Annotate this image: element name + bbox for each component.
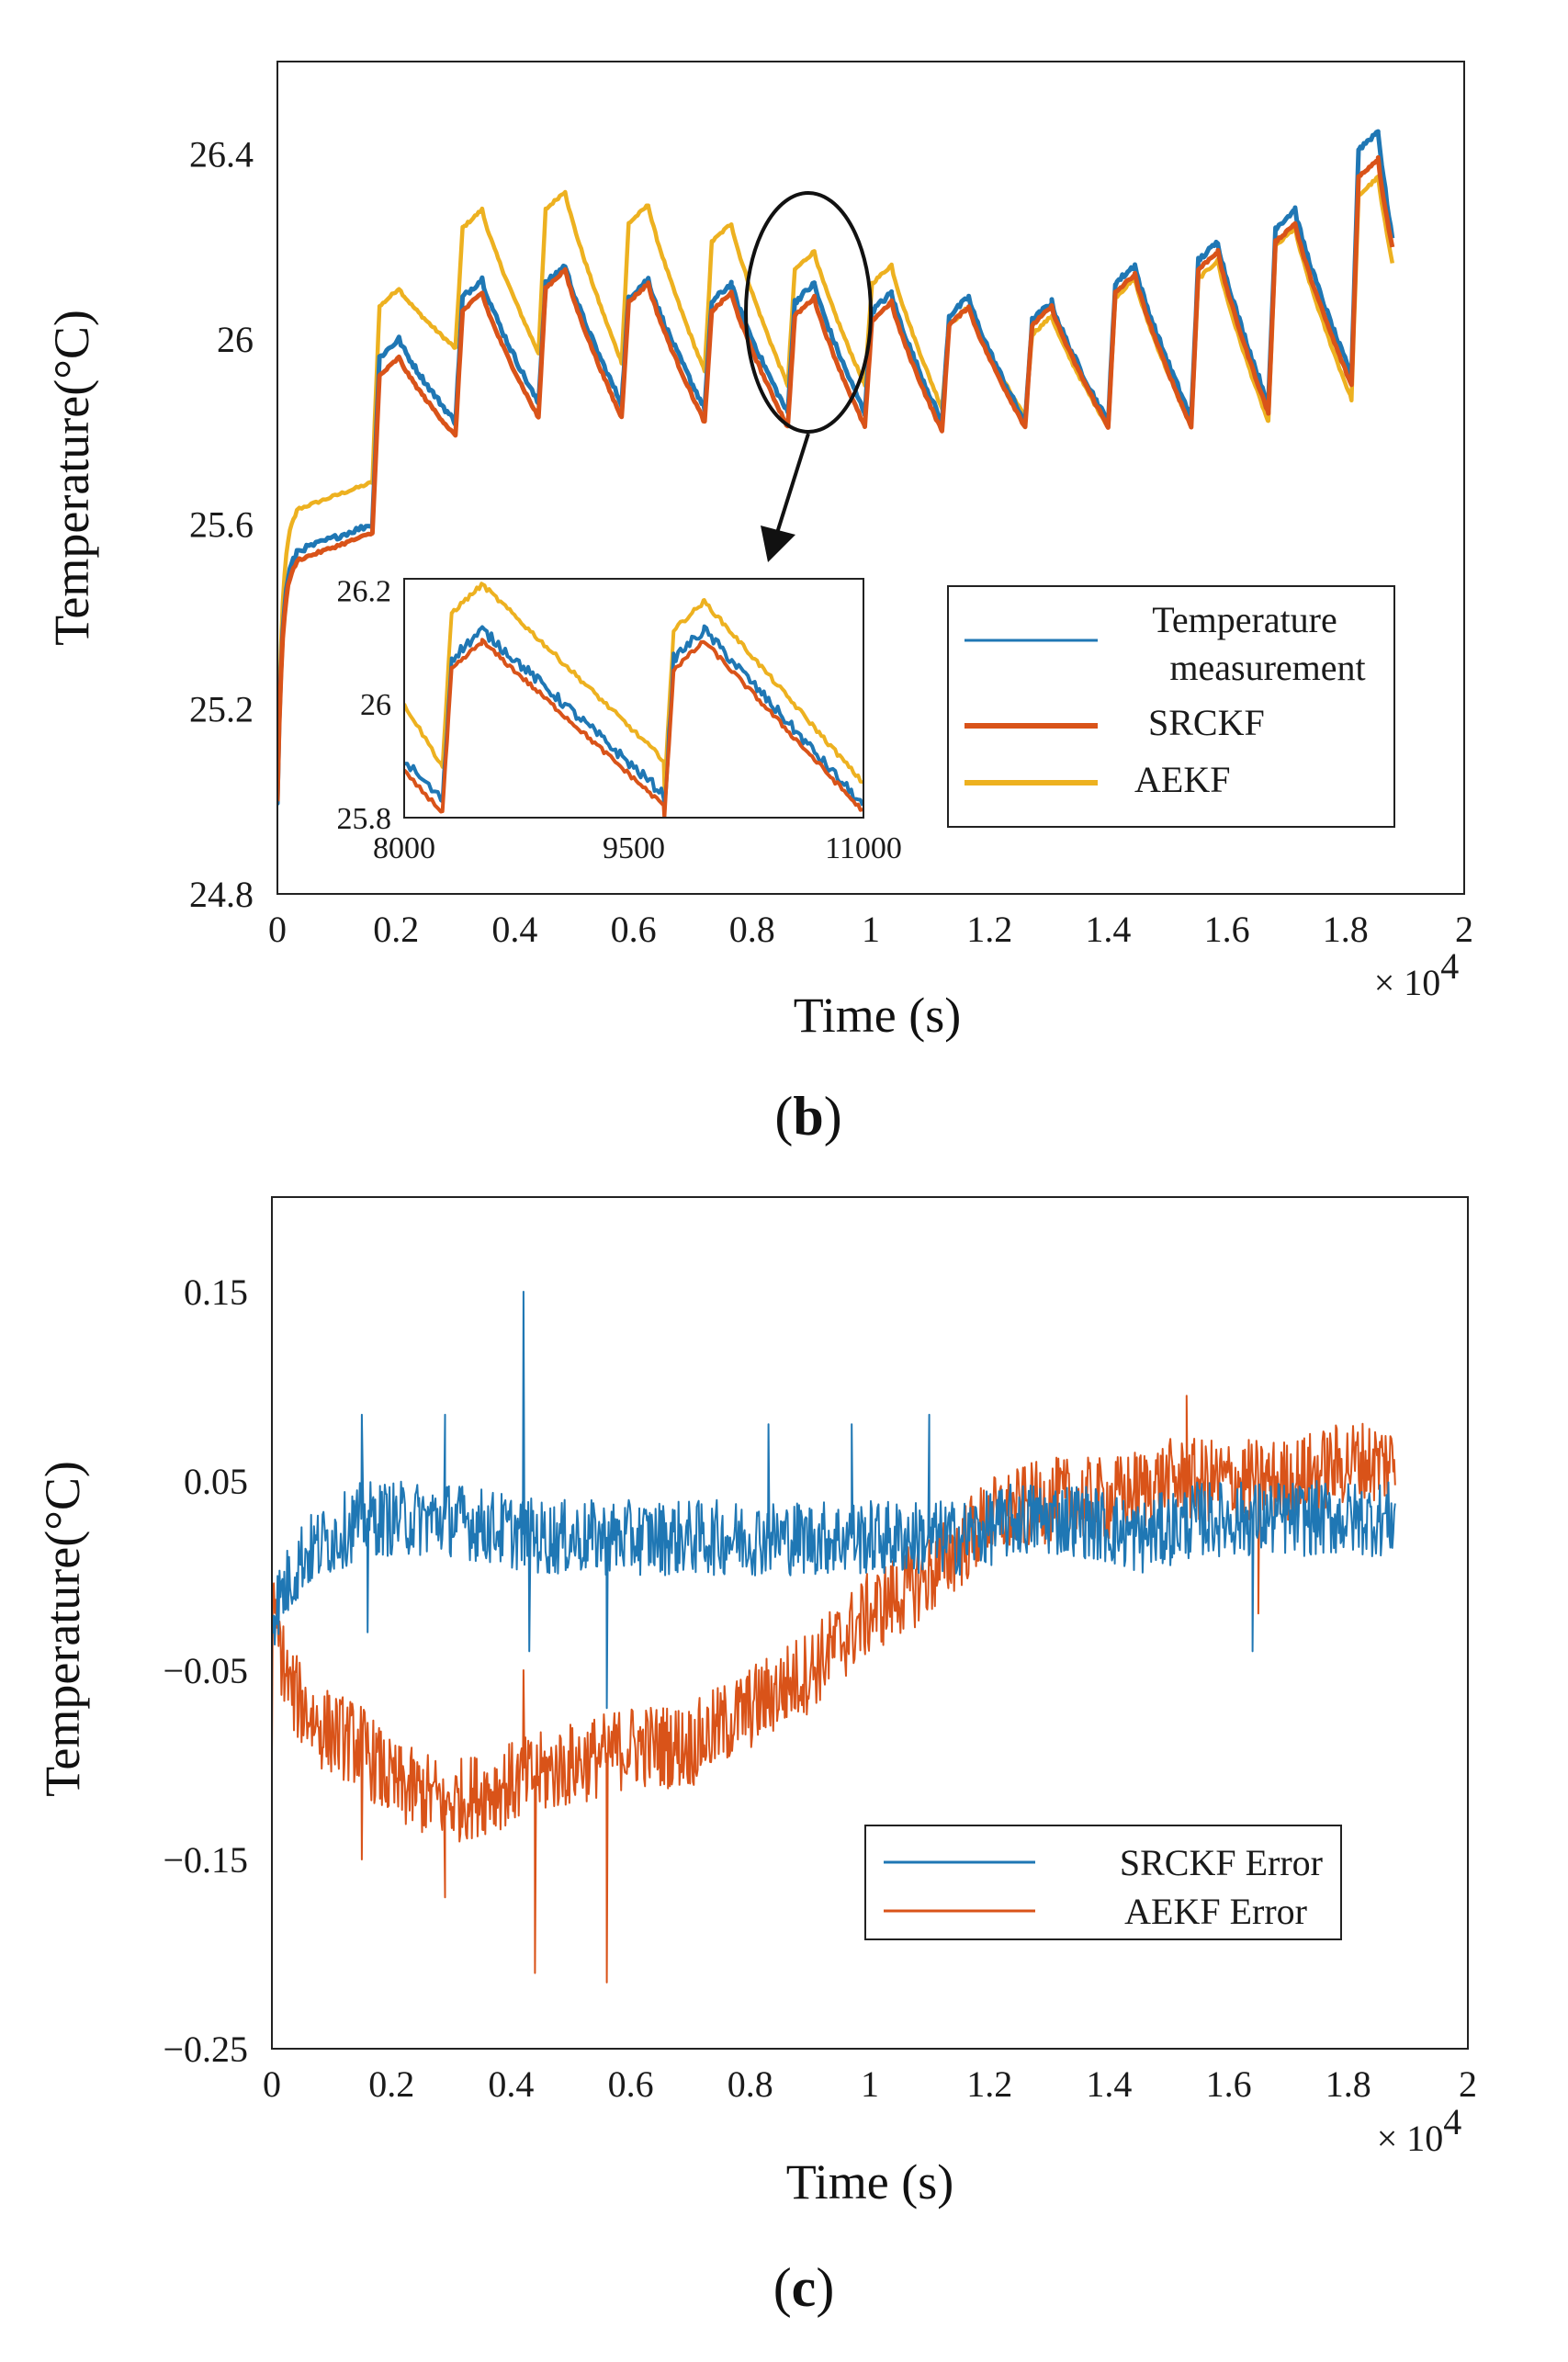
inset-y-tick-1: 26	[360, 688, 391, 722]
legend-b-label-measurement-line2: measurement	[1169, 647, 1365, 688]
panel-b-x-tick-2: 0.4	[491, 909, 537, 950]
panel-b-x-tick-5: 1	[862, 909, 880, 950]
panel-b-caption-letter: b	[793, 1086, 823, 1147]
panel-b-x-tick-3: 0.6	[611, 909, 657, 950]
panel-c-y-tick-3: 0.05	[184, 1461, 248, 1502]
panel-c-caption-open: (	[773, 2257, 792, 2318]
panel-c-x-tick-8: 1.6	[1206, 2063, 1252, 2105]
legend-b-label-aekf: AEKF	[1134, 759, 1230, 800]
panel-b-x-axis-title: Time (s)	[794, 988, 962, 1043]
panel-c-legend-box	[864, 1825, 1342, 1940]
zoom-arrow-shaft	[775, 433, 810, 534]
inset-x-tick-1: 9500	[603, 831, 665, 865]
panel-b-x-tick-0: 0	[268, 909, 287, 950]
panel-b-series-aekf	[277, 174, 1395, 804]
panel-c-x-tick-5: 1	[861, 2063, 879, 2105]
panel-c-x-tick-labels: 0 0.2 0.4 0.6 0.8 1 1.2 1.4 1.6 1.8 2	[263, 2063, 1477, 2105]
panel-b-x-multiplier: × 104	[1374, 945, 1460, 1003]
panel-c-x-tick-1: 0.2	[368, 2063, 414, 2105]
panel-b-y-tick-1: 25.2	[189, 689, 254, 730]
panel-b-caption-close: )	[824, 1086, 842, 1147]
panel-b-y-tick-0: 24.8	[189, 874, 254, 915]
zoom-arrow-head	[761, 526, 795, 562]
panel-b-series-temperature-measurement	[277, 129, 1395, 806]
inset-background	[403, 578, 864, 819]
panel-c-x-tick-6: 1.2	[966, 2063, 1012, 2105]
panel-c-caption-close: )	[816, 2257, 834, 2318]
panel-c-x-tick-7: 1.4	[1086, 2063, 1132, 2105]
panel-c-y-tick-labels: −0.25 −0.15 −0.05 0.05 0.15	[163, 1271, 248, 2070]
inset-y-tick-labels: 25.8 26 26.2	[337, 574, 392, 836]
panel-b-y-tick-3: 26	[217, 319, 254, 360]
panel-c-y-tick-0: −0.25	[163, 2029, 248, 2070]
panel-c-x-tick-4: 0.8	[728, 2063, 773, 2105]
panel-c-x-tick-3: 0.6	[608, 2063, 654, 2105]
panel-b-caption: (b)	[774, 1086, 841, 1147]
panel-c-chart: 0 0.2 0.4 0.6 0.8 1 1.2 1.4 1.6 1.8 2 −0.25−0.15−0…	[35, 1196, 1477, 2318]
panel-c-y-axis-title: Temperature(°C)	[35, 1461, 90, 1797]
panel-c-caption: (c)	[773, 2257, 835, 2318]
panel-b-caption-open: (	[774, 1086, 793, 1147]
legend-b-label-measurement-line1: Temperature	[1152, 599, 1337, 640]
zoom-region-ellipse	[744, 191, 873, 434]
panel-c-x-multiplier-base: × 10	[1377, 2118, 1444, 2159]
panel-c-x-axis-title: Time (s)	[786, 2154, 954, 2209]
panel-b-chart: 0 0.2 0.4 0.6 0.8 1 1.2 1.4 1.6 1.8 2 24.8 25.2 25.6…	[44, 61, 1473, 1147]
panel-c-x-multiplier-exponent: 4	[1443, 2101, 1461, 2142]
inset-y-tick-0: 25.8	[337, 802, 392, 836]
panel-b-x-tick-10: 2	[1455, 909, 1473, 950]
panel-b-x-tick-labels: 0 0.2 0.4 0.6 0.8 1 1.2 1.4 1.6 1.8 2	[268, 909, 1473, 950]
panel-b-inset: 8000 9500 11000 25.8 26 26.2	[337, 574, 902, 865]
panel-b-legend-box	[947, 585, 1395, 828]
panel-b-series-srckf	[277, 155, 1395, 803]
panel-b-y-tick-4: 26.4	[189, 134, 254, 175]
inset-y-tick-2: 26.2	[337, 574, 392, 608]
inset-x-tick-labels: 8000 9500 11000	[373, 831, 902, 865]
inset-x-tick-2: 11000	[825, 831, 902, 865]
panel-c-x-tick-0: 0	[263, 2063, 281, 2105]
panel-b-y-axis-title: Temperature(°C)	[44, 310, 99, 646]
panel-c-caption-letter: c	[792, 2257, 817, 2318]
panel-c-plot-frame	[271, 1196, 1469, 2050]
panel-b-y-tick-2: 25.6	[189, 503, 254, 545]
panel-c-y-tick-4: 0.15	[184, 1271, 248, 1313]
panel-b-y-tick-labels: 24.8 25.2 25.6 26 26.4	[189, 134, 254, 915]
panel-c-series-srckf-error	[272, 1291, 1396, 1710]
panel-b-plot-frame	[276, 61, 1465, 895]
inset-series-aekf	[404, 582, 863, 791]
panel-c-x-tick-10: 2	[1459, 2063, 1477, 2105]
panel-b-x-tick-8: 1.6	[1204, 909, 1250, 950]
panel-c-y-tick-2: −0.05	[163, 1650, 248, 1691]
panel-c-legend: SRCKF Error AEKF Error	[864, 1825, 1342, 1940]
panel-b-x-tick-7: 1.4	[1085, 909, 1131, 950]
panel-c-series-aekf-error	[272, 1395, 1396, 1983]
panel-c-series-group	[272, 1291, 1396, 1983]
panel-b-x-multiplier-base: × 10	[1374, 962, 1441, 1003]
panel-c-x-multiplier: × 104	[1377, 2101, 1462, 2159]
inset-frame	[403, 578, 864, 819]
legend-c-label-srckf-error: SRCKF Error	[1120, 1842, 1323, 1883]
legend-c-label-aekf-error: AEKF Error	[1124, 1891, 1307, 1932]
panel-b-x-multiplier-exponent: 4	[1440, 945, 1459, 987]
inset-series-group	[404, 582, 863, 818]
panel-b-legend: Temperature measurement SRCKF AEKF	[947, 585, 1395, 828]
inset-series-temperature-measurement	[404, 624, 863, 809]
inset-x-tick-0: 8000	[373, 831, 435, 865]
panel-c-x-tick-2: 0.4	[488, 2063, 534, 2105]
inset-series-srckf	[404, 638, 863, 818]
panel-b-x-tick-9: 1.8	[1323, 909, 1369, 950]
panel-b-x-tick-1: 0.2	[373, 909, 419, 950]
panel-c-y-tick-1: −0.15	[163, 1839, 248, 1881]
panel-c-x-tick-9: 1.8	[1325, 2063, 1371, 2105]
legend-b-label-srckf: SRCKF	[1148, 702, 1265, 743]
panel-b-series-group	[277, 129, 1395, 806]
panel-b-x-tick-4: 0.8	[729, 909, 775, 950]
panel-b-x-tick-6: 1.2	[966, 909, 1012, 950]
